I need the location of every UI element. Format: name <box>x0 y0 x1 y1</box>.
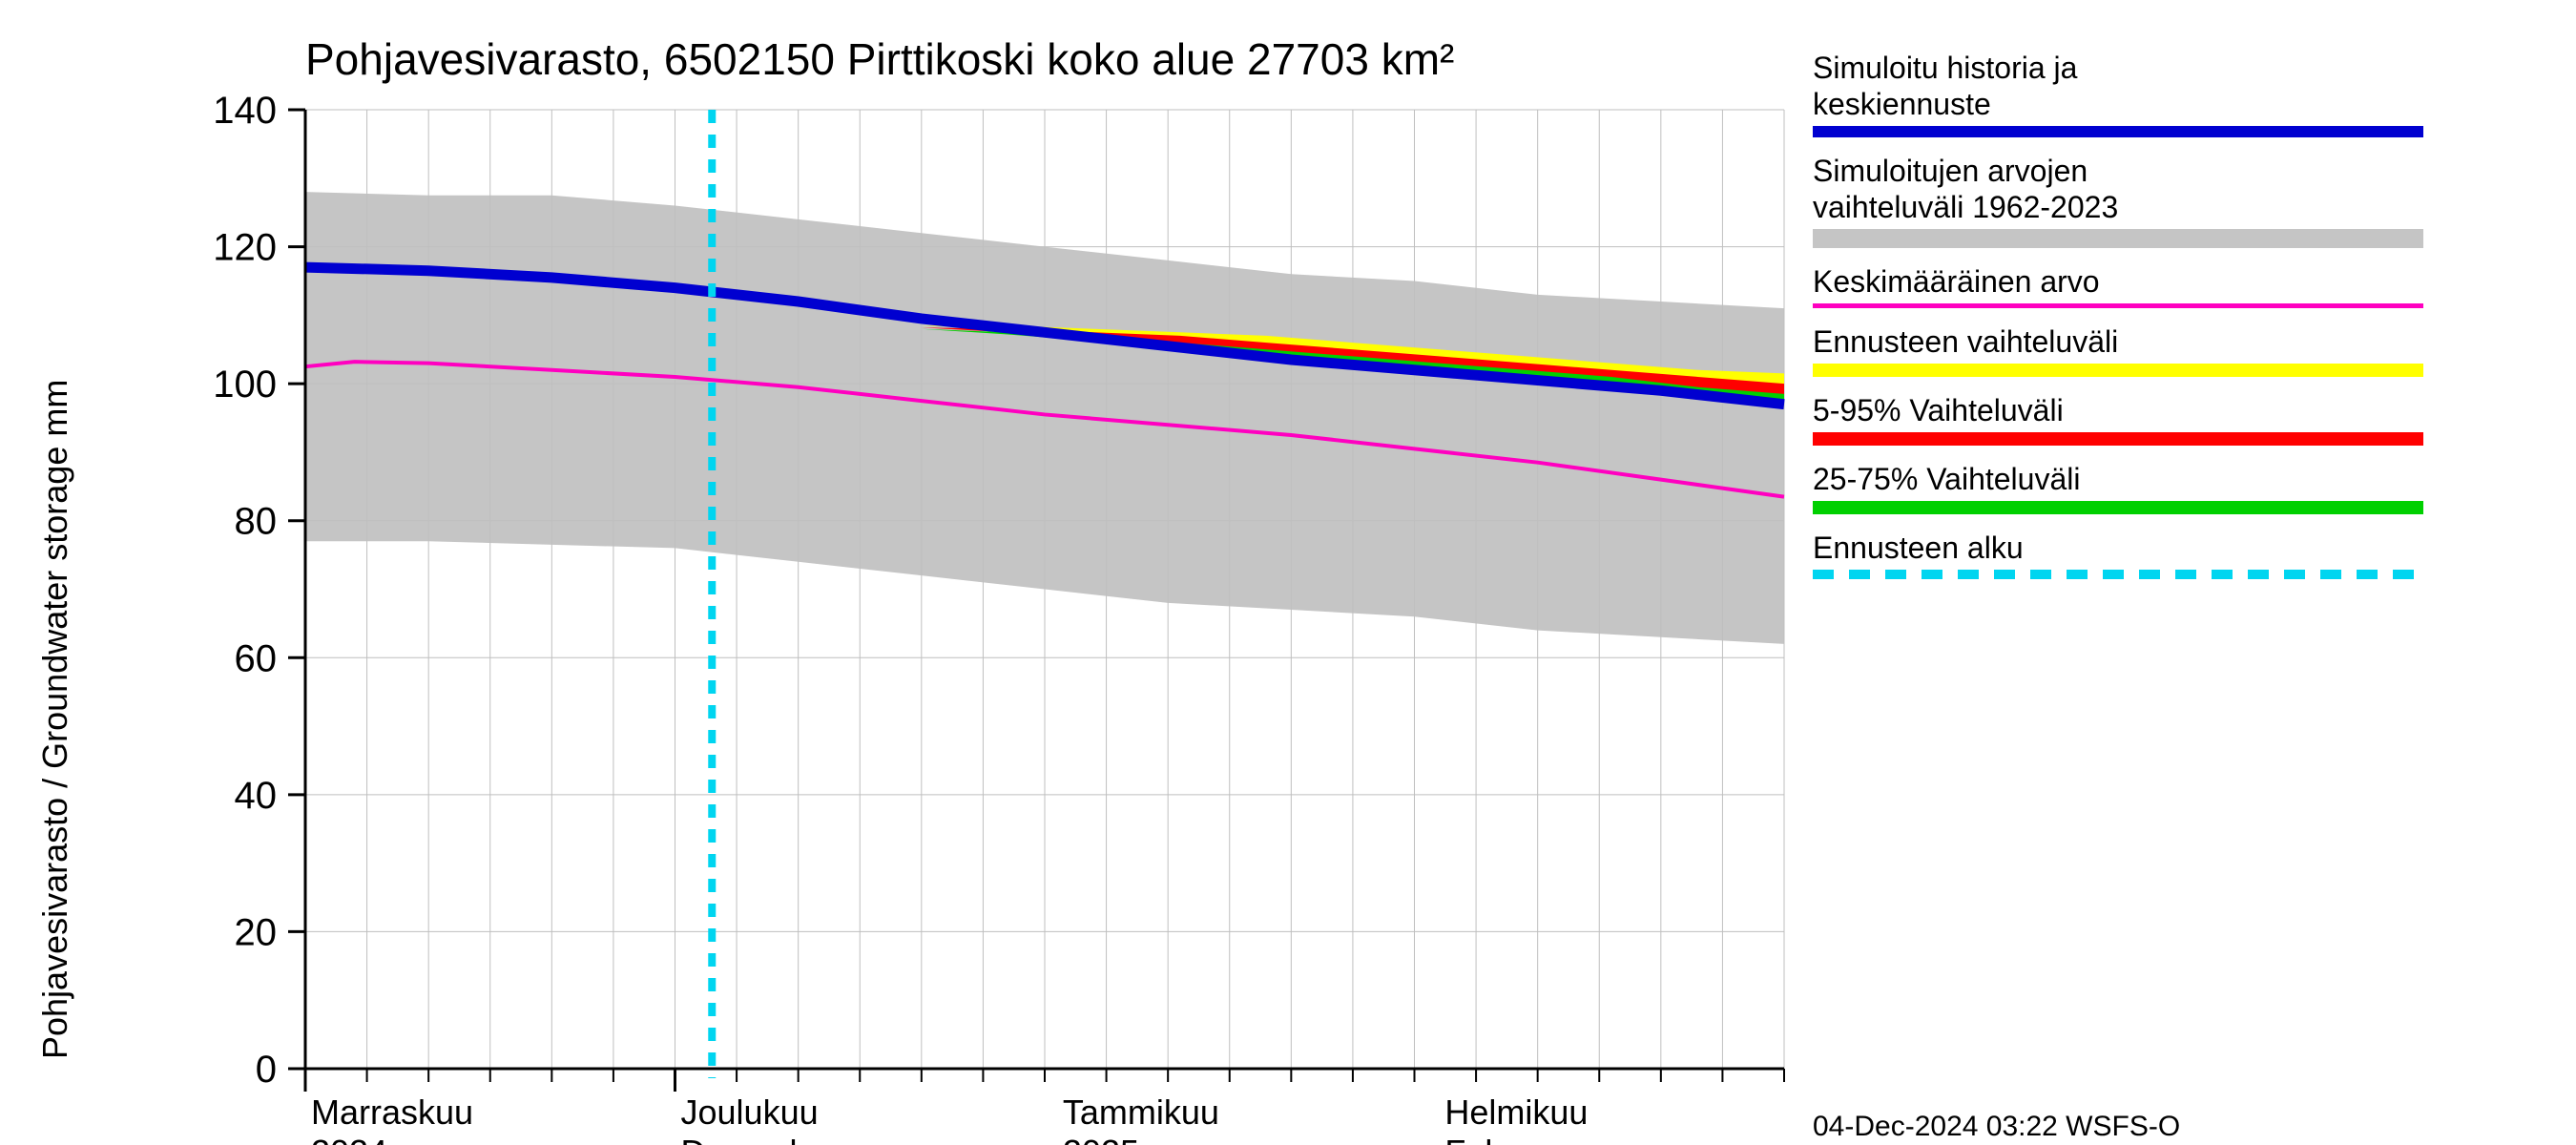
x-month-label: Marraskuu <box>311 1093 473 1132</box>
chart-svg: 0 20 40 60 80 100 120 140 Marraskuu2024 JoulukuuD… <box>0 0 2576 1145</box>
chart-container: 0 20 40 60 80 100 120 140 Marraskuu2024 JoulukuuD… <box>0 0 2576 1145</box>
legend-label: 5-95% Vaihteluväli <box>1813 393 2064 427</box>
x-month-sublabel: February <box>1444 1133 1582 1145</box>
legend-swatch <box>1813 126 2423 137</box>
x-month-label: Joulukuu <box>681 1093 819 1132</box>
y-tick-label: 120 <box>213 227 277 269</box>
legend-label: Keskimääräinen arvo <box>1813 264 2100 299</box>
x-month-sublabel: 2024 <box>311 1133 387 1145</box>
y-tick-label: 60 <box>235 637 278 679</box>
legend-swatch <box>1813 364 2423 377</box>
x-month-label: Tammikuu <box>1063 1093 1219 1132</box>
y-tick-label: 40 <box>235 775 278 817</box>
y-tick-label: 0 <box>256 1049 277 1091</box>
y-axis-label: Pohjavesivarasto / Groundwater storage m… <box>35 380 74 1059</box>
chart-title: Pohjavesivarasto, 6502150 Pirttikoski ko… <box>305 34 1454 84</box>
y-tick-label: 100 <box>213 364 277 406</box>
chart-footer: 04-Dec-2024 03:22 WSFS-O <box>1813 1111 2180 1142</box>
y-tick-label: 140 <box>213 90 277 132</box>
legend-label: vaihteluväli 1962-2023 <box>1813 190 2118 224</box>
x-month-sublabel: 2025 <box>1063 1133 1139 1145</box>
x-month-sublabel: December <box>681 1133 840 1145</box>
legend-label: keskiennuste <box>1813 87 1991 121</box>
legend-label: Ennusteen alku <box>1813 531 2024 565</box>
legend-label: Simuloitujen arvojen <box>1813 154 2088 188</box>
legend-swatch <box>1813 229 2423 248</box>
legend-label: Ennusteen vaihteluväli <box>1813 324 2118 359</box>
legend-label: Simuloitu historia ja <box>1813 51 2078 85</box>
legend-swatch <box>1813 501 2423 514</box>
legend-label: 25-75% Vaihteluväli <box>1813 462 2080 496</box>
legend-swatch <box>1813 303 2423 308</box>
y-tick-label: 80 <box>235 501 278 543</box>
x-month-label: Helmikuu <box>1444 1093 1588 1132</box>
legend-swatch <box>1813 432 2423 446</box>
y-tick-label: 20 <box>235 911 278 953</box>
